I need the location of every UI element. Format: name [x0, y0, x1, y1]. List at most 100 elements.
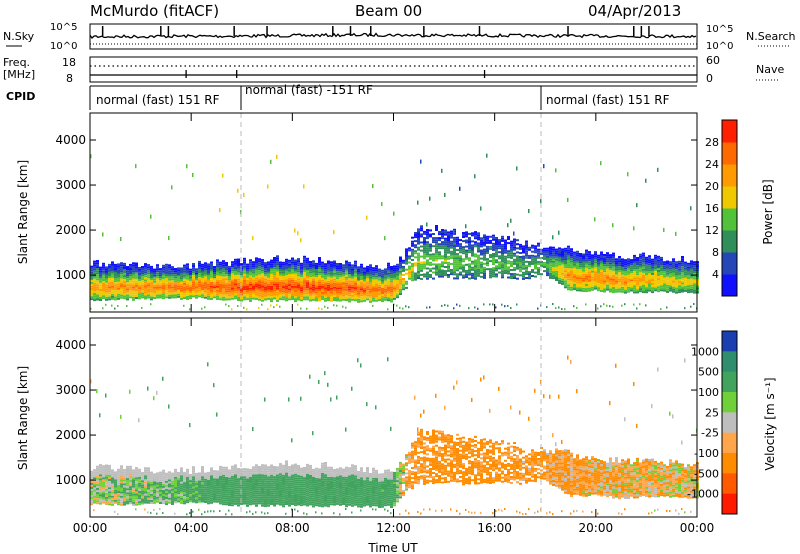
range-cell	[312, 266, 315, 269]
range-cell	[417, 256, 420, 259]
range-cell	[384, 290, 387, 293]
range-cell	[420, 273, 423, 276]
range-cell	[255, 257, 258, 260]
range-cell	[333, 274, 336, 277]
range-cell	[141, 282, 144, 285]
range-cell	[648, 261, 651, 264]
range-cell	[303, 284, 306, 287]
range-cell	[399, 256, 402, 259]
range-cell	[399, 284, 402, 287]
range-cell	[339, 297, 342, 300]
range-cell	[621, 282, 624, 285]
range-cell	[225, 276, 228, 279]
range-cell	[321, 294, 324, 296]
ground-echo	[690, 305, 692, 308]
range-cell	[693, 271, 696, 274]
range-cell	[399, 260, 402, 263]
range-cell	[243, 259, 246, 262]
range-cell	[231, 492, 234, 494]
range-cell	[222, 298, 225, 301]
range-cell	[354, 287, 357, 290]
range-cell	[474, 263, 477, 266]
range-cell	[237, 504, 240, 507]
range-cell	[612, 274, 615, 277]
range-cell	[246, 290, 249, 292]
range-cell	[606, 252, 609, 255]
range-cell	[501, 243, 504, 246]
range-cell	[162, 297, 165, 300]
range-cell	[279, 298, 282, 300]
range-cell	[444, 231, 447, 234]
range-cell	[180, 293, 183, 296]
range-cell	[222, 474, 225, 477]
range-cell	[336, 291, 339, 294]
range-cell	[207, 291, 210, 294]
range-cell	[129, 478, 132, 480]
range-cell	[252, 496, 255, 499]
range-cell	[570, 266, 573, 269]
range-cell	[624, 259, 627, 262]
range-cell	[216, 478, 219, 481]
range-cell	[681, 274, 684, 277]
range-cell	[216, 285, 219, 288]
range-cell	[327, 272, 330, 275]
range-cell	[108, 280, 111, 283]
range-cell	[396, 290, 399, 293]
range-cell	[165, 280, 168, 282]
ground-echo	[117, 305, 119, 307]
range-cell	[690, 286, 693, 289]
range-cell	[531, 275, 534, 277]
range-cell	[117, 281, 120, 284]
range-cell	[351, 292, 354, 295]
range-cell	[111, 503, 114, 506]
range-cell	[228, 274, 231, 276]
range-cell	[117, 482, 120, 485]
range-cell	[612, 264, 615, 267]
range-cell	[321, 261, 324, 264]
range-cell	[222, 274, 225, 277]
range-cell	[441, 237, 444, 240]
range-cell	[360, 284, 363, 287]
range-cell	[255, 267, 258, 270]
range-cell	[249, 265, 252, 268]
range-cell	[141, 494, 144, 497]
range-cell	[384, 282, 387, 285]
range-cell	[156, 476, 159, 479]
range-cell	[108, 274, 111, 276]
range-cell	[630, 259, 633, 262]
range-cell	[234, 267, 237, 269]
range-cell	[120, 266, 123, 269]
range-cell	[588, 265, 591, 268]
range-cell	[378, 294, 381, 297]
range-cell	[480, 237, 483, 240]
range-cell	[666, 286, 669, 289]
range-cell	[183, 284, 186, 287]
range-cell	[441, 255, 444, 258]
range-cell	[456, 238, 459, 241]
range-cell	[612, 256, 615, 259]
range-cell	[180, 487, 183, 490]
range-cell	[342, 278, 345, 281]
range-cell	[264, 288, 267, 291]
range-cell	[114, 501, 117, 504]
range-cell	[231, 502, 234, 505]
range-cell	[543, 261, 546, 264]
range-cell	[264, 280, 267, 283]
range-cell	[114, 263, 117, 266]
range-cell	[234, 484, 237, 487]
power-colorbar-segment	[722, 208, 737, 231]
range-cell	[285, 293, 288, 296]
range-cell	[318, 263, 321, 266]
range-cell	[354, 283, 357, 285]
range-cell	[417, 236, 420, 239]
range-cell	[480, 265, 483, 268]
range-cell	[378, 286, 381, 289]
range-cell	[420, 261, 423, 264]
range-cell	[330, 297, 333, 300]
range-cell	[687, 289, 690, 292]
range-cell	[267, 478, 270, 481]
range-cell	[255, 265, 258, 268]
range-cell	[231, 287, 234, 290]
range-cell	[243, 278, 246, 280]
range-cell	[624, 285, 627, 288]
